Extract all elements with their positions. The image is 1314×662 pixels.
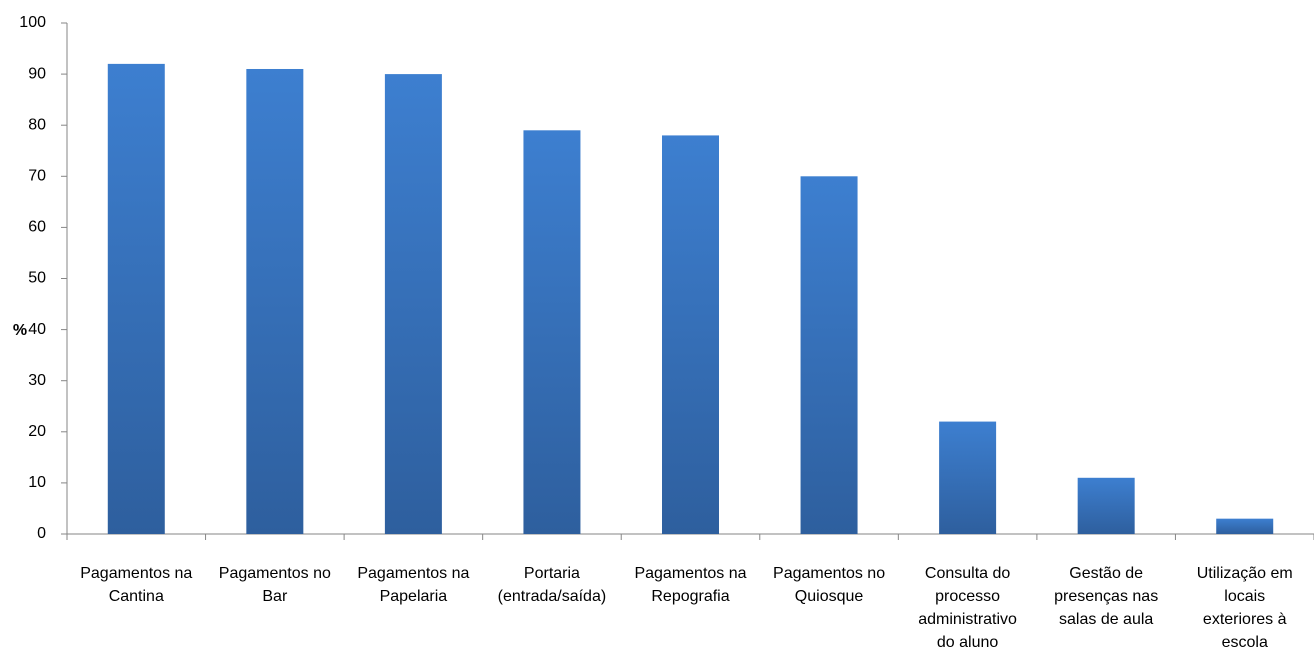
x-category-label: Pagamentos no Quiosque bbox=[773, 565, 885, 605]
bar bbox=[246, 68, 304, 535]
y-tick-label: 70 bbox=[28, 168, 46, 185]
x-category-label: Pagamentos na Repografia bbox=[634, 565, 746, 605]
labels: 0 10 20 30 40 50 60 70 80 90 100 Pagamentos na Canti… bbox=[19, 14, 1292, 651]
x-category-label: Gestão de presenças nas salas de aula bbox=[1054, 565, 1158, 628]
bar bbox=[107, 63, 165, 534]
bar bbox=[1077, 477, 1135, 534]
y-tick-label: 40 bbox=[28, 321, 46, 338]
bar bbox=[523, 130, 581, 534]
bar bbox=[1216, 518, 1274, 534]
y-axis-title: % bbox=[13, 322, 27, 339]
y-tick-label: 20 bbox=[28, 423, 46, 440]
bar bbox=[939, 421, 997, 534]
bar bbox=[384, 74, 442, 534]
x-category-label: Utilização em locais exteriores à escola bbox=[1197, 565, 1293, 651]
y-tick-label: 100 bbox=[19, 14, 46, 31]
y-tick-label: 90 bbox=[28, 65, 46, 82]
bars bbox=[107, 63, 1274, 535]
y-tick-label: 50 bbox=[28, 270, 46, 287]
x-category-label: Pagamentos na Papelaria bbox=[357, 565, 469, 605]
bar bbox=[800, 176, 858, 535]
x-category-label: Pagamentos na Cantina bbox=[80, 565, 192, 605]
y-tick-label: 0 bbox=[37, 525, 46, 542]
x-category-label: Consulta do processo administrativo do alun… bbox=[918, 565, 1017, 651]
x-category-label: Pagamentos no Bar bbox=[219, 565, 331, 605]
y-tick-label: 30 bbox=[28, 372, 46, 389]
y-tick-label: 80 bbox=[28, 116, 46, 133]
x-category-label: Portaria (entrada/saída) bbox=[498, 565, 607, 605]
y-tick-label: 60 bbox=[28, 219, 46, 236]
y-tick-label: 10 bbox=[28, 474, 46, 491]
bar bbox=[662, 135, 719, 535]
